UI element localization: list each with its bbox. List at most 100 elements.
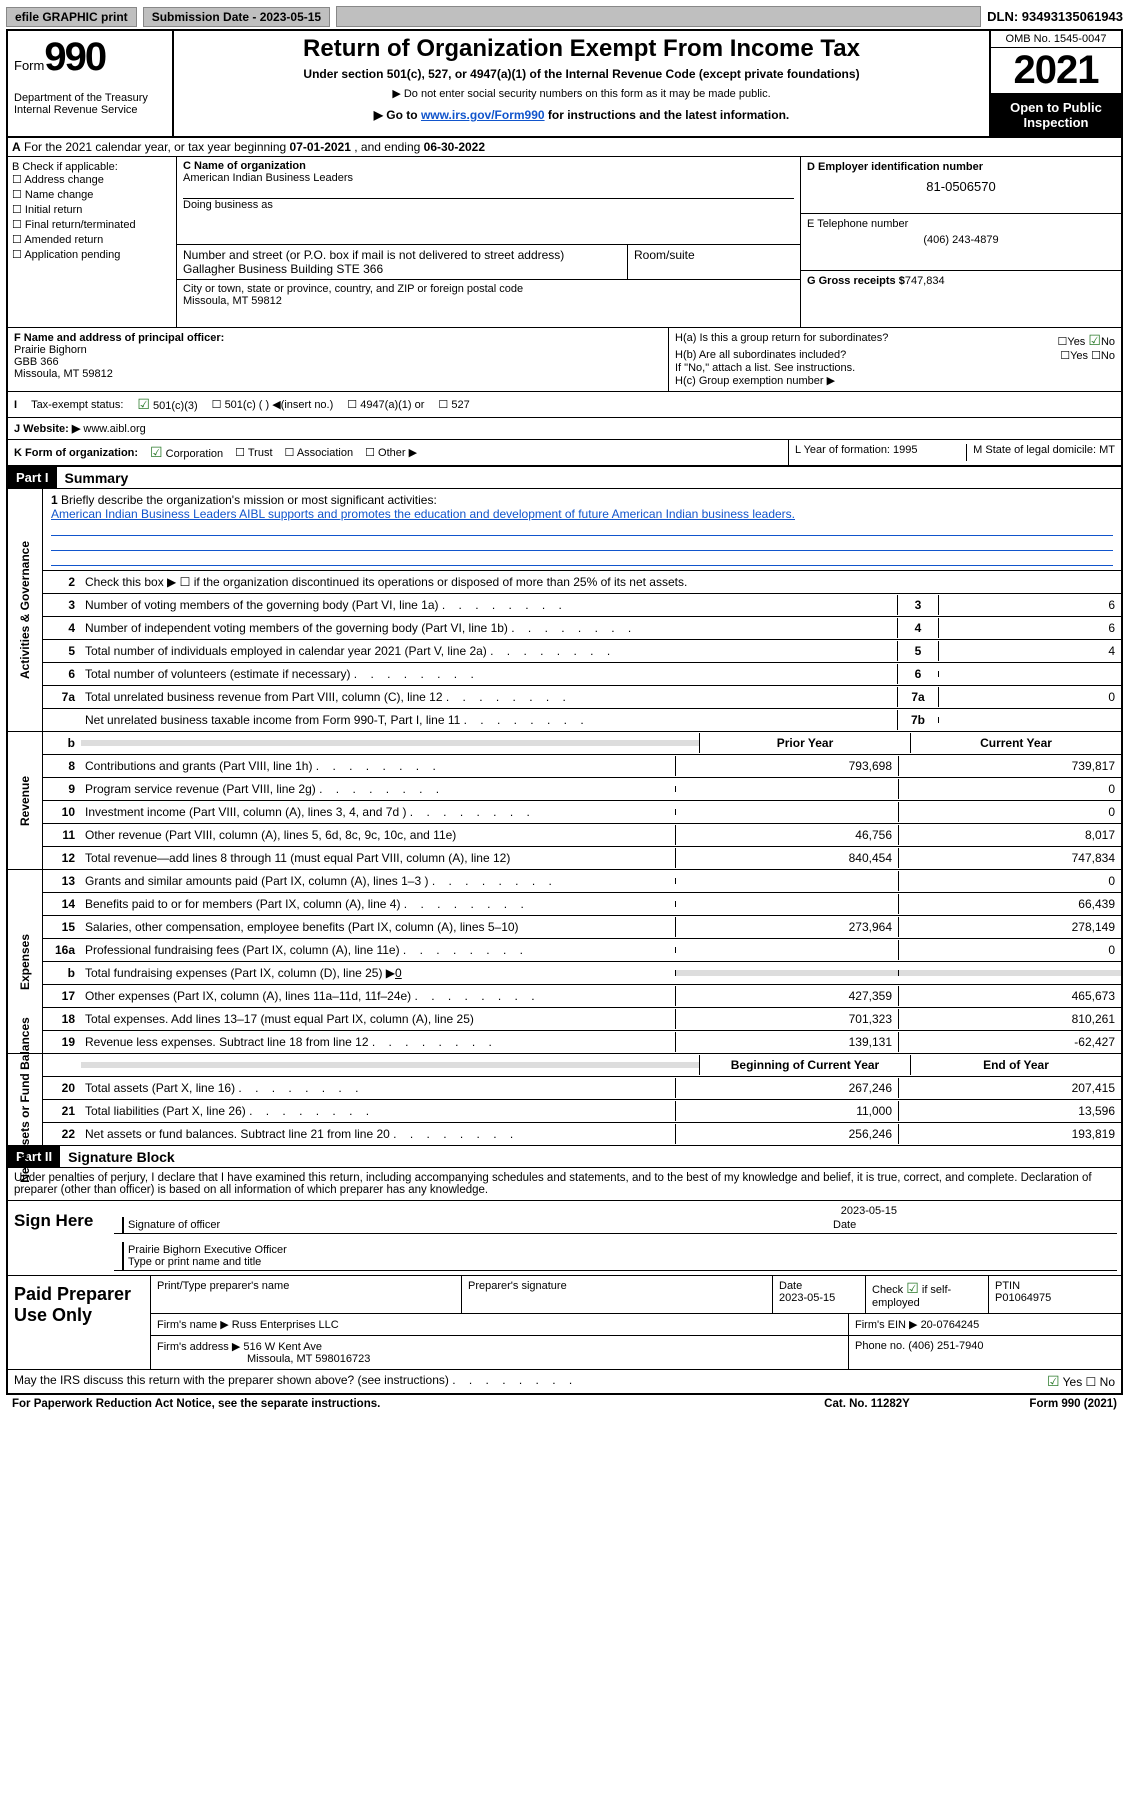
cb-527[interactable]: ☐ 527 — [438, 398, 469, 411]
vlabel-net: Net Assets or Fund Balances — [18, 1017, 32, 1183]
may-answer: ☑ Yes ☐ No — [1047, 1373, 1115, 1390]
footer-left: For Paperwork Reduction Act Notice, see … — [12, 1398, 767, 1410]
prep-self: Check ☑ if self-employed — [866, 1276, 989, 1313]
line20: Total assets (Part X, line 16) — [81, 1078, 675, 1098]
note-link: ▶ Go to www.irs.gov/Form990 for instruct… — [178, 108, 985, 122]
tax-year: 2021 — [991, 48, 1121, 94]
submission-date: Submission Date - 2023-05-15 — [143, 7, 330, 27]
line7a-val: 0 — [938, 687, 1121, 707]
line3-val: 6 — [938, 595, 1121, 615]
ptin: PTINP01064975 — [989, 1276, 1121, 1313]
l21p: 11,000 — [675, 1101, 898, 1121]
tax-status-label: Tax-exempt status: — [31, 399, 123, 411]
note-ssn: ▶ Do not enter social security numbers o… — [178, 87, 985, 100]
l14c: 66,439 — [898, 894, 1121, 914]
officer-printed-name: Prairie Bighorn Executive Officer — [128, 1244, 1113, 1256]
suite-label: Room/suite — [628, 245, 800, 279]
f-label: F Name and address of principal officer: — [14, 332, 662, 344]
paid-label: Paid Preparer Use Only — [8, 1276, 151, 1369]
name-title-label: Type or print name and title — [128, 1256, 1113, 1268]
dept-label: Department of the Treasury Internal Reve… — [14, 92, 166, 116]
part1-tag: Part I — [8, 467, 57, 488]
l20c: 207,415 — [898, 1078, 1121, 1098]
hb-note: If "No," attach a list. See instructions… — [675, 362, 1115, 374]
ha-answer: ☐Yes ☑No — [1058, 332, 1116, 349]
cb-address[interactable]: ☐ Address change — [12, 173, 172, 186]
line15: Salaries, other compensation, employee b… — [81, 917, 675, 937]
line5: Total number of individuals employed in … — [81, 641, 897, 661]
cb-501c3[interactable]: ☑ 501(c)(3) — [137, 396, 197, 413]
l13p — [675, 878, 898, 884]
line19: Revenue less expenses. Subtract line 18 … — [81, 1032, 675, 1052]
l17c: 465,673 — [898, 986, 1121, 1006]
cb-4947[interactable]: ☐ 4947(a)(1) or — [347, 398, 424, 411]
cb-initial[interactable]: ☐ Initial return — [12, 203, 172, 216]
phone-label: E Telephone number — [807, 218, 1115, 230]
officer-addr1: GBB 366 — [14, 356, 662, 368]
sig-date-label: Date — [833, 1219, 1113, 1231]
prep-date: Date2023-05-15 — [773, 1276, 866, 1313]
footer-mid: Cat. No. 11282Y — [767, 1398, 967, 1410]
year-formation: L Year of formation: 1995 — [795, 444, 966, 461]
part2-tag: Part II — [8, 1146, 60, 1167]
addr-value: Gallagher Business Building STE 366 — [183, 262, 621, 276]
addr-label: Number and street (or P.O. box if mail i… — [183, 248, 621, 262]
l22c: 193,819 — [898, 1124, 1121, 1144]
declaration: Under penalties of perjury, I declare th… — [8, 1168, 1121, 1200]
line12: Total revenue—add lines 8 through 11 (mu… — [81, 848, 675, 868]
l15p: 273,964 — [675, 917, 898, 937]
hdr-begin: Beginning of Current Year — [699, 1055, 910, 1075]
officer-addr2: Missoula, MT 59812 — [14, 368, 662, 380]
cb-corp[interactable]: ☑ Corporation — [150, 444, 223, 461]
line4: Number of independent voting members of … — [81, 618, 897, 638]
line22: Net assets or fund balances. Subtract li… — [81, 1124, 675, 1144]
cb-other[interactable]: ☐ Other ▶ — [365, 446, 417, 459]
domicile: M State of legal domicile: MT — [966, 444, 1115, 461]
cb-assoc[interactable]: ☐ Association — [285, 446, 354, 459]
firm-name: Firm's name ▶ Russ Enterprises LLC — [151, 1314, 849, 1335]
line5-val: 4 — [938, 641, 1121, 661]
l15c: 278,149 — [898, 917, 1121, 937]
ein-value: 81-0506570 — [807, 179, 1115, 194]
l19c: -62,427 — [898, 1032, 1121, 1052]
line21: Total liabilities (Part X, line 26) — [81, 1101, 675, 1121]
mission-label: Briefly describe the organization's miss… — [61, 493, 437, 507]
line14: Benefits paid to or for members (Part IX… — [81, 894, 675, 914]
cb-amended[interactable]: ☐ Amended return — [12, 233, 172, 246]
l20p: 267,246 — [675, 1078, 898, 1098]
cb-pending[interactable]: ☐ Application pending — [12, 248, 172, 261]
l11p: 46,756 — [675, 825, 898, 845]
l8c: 739,817 — [898, 756, 1121, 776]
efile-button[interactable]: efile GRAPHIC print — [6, 7, 137, 27]
hb-answer: ☐Yes ☐No — [1060, 349, 1115, 362]
cb-trust[interactable]: ☐ Trust — [235, 446, 272, 459]
line1-num: 1 — [51, 493, 58, 507]
l22p: 256,246 — [675, 1124, 898, 1144]
ha-label: H(a) Is this a group return for subordin… — [675, 332, 1058, 349]
blank-bar — [336, 6, 981, 27]
sig-officer-label: Signature of officer — [128, 1219, 825, 1231]
hdr-end: End of Year — [910, 1055, 1121, 1075]
line8: Contributions and grants (Part VIII, lin… — [81, 756, 675, 776]
l13c: 0 — [898, 871, 1121, 891]
prep-name-h: Print/Type preparer's name — [151, 1276, 462, 1313]
l9c: 0 — [898, 779, 1121, 799]
line7b-val — [938, 717, 1121, 723]
col-b-header: B Check if applicable: — [12, 161, 172, 173]
cb-501c[interactable]: ☐ 501(c) ( ) ◀(insert no.) — [212, 398, 334, 411]
vlabel-rev: Revenue — [18, 775, 32, 825]
l19p: 139,131 — [675, 1032, 898, 1052]
omb-number: OMB No. 1545-0047 — [991, 31, 1121, 48]
l9p — [675, 786, 898, 792]
website-value: www.aibl.org — [83, 423, 145, 435]
irs-link[interactable]: www.irs.gov/Form990 — [421, 108, 545, 122]
line6-val — [938, 671, 1121, 677]
line3: Number of voting members of the governin… — [81, 595, 897, 615]
prep-sig-h: Preparer's signature — [462, 1276, 773, 1313]
line9: Program service revenue (Part VIII, line… — [81, 779, 675, 799]
cb-final[interactable]: ☐ Final return/terminated — [12, 218, 172, 231]
cb-name[interactable]: ☐ Name change — [12, 188, 172, 201]
dln-number: DLN: 93493135061943 — [987, 9, 1123, 24]
footer-right: Form 990 (2021) — [967, 1398, 1117, 1410]
firm-addr: Firm's address ▶ 516 W Kent AveMissoula,… — [151, 1336, 849, 1369]
